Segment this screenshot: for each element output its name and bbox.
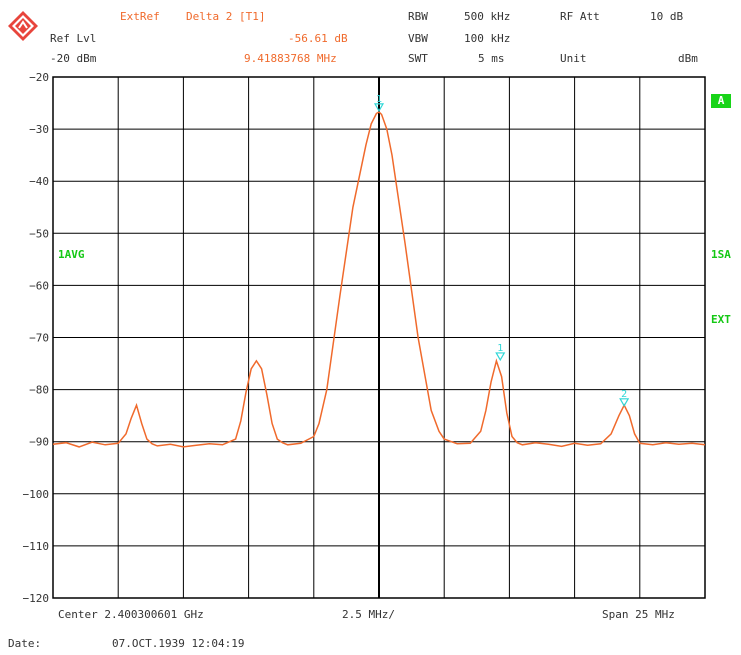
marker-title: Delta 2 [T1]: [186, 10, 266, 23]
ref-level-label: Ref Lvl: [50, 32, 97, 45]
ref-level-value: -20 dBm: [50, 52, 97, 65]
y-tick-label: −40: [29, 175, 49, 188]
date-label: Date:: [8, 637, 42, 650]
marker-3-symbol: [619, 398, 630, 408]
y-tick-label: −120: [23, 592, 50, 605]
swt-value: 5 ms: [478, 52, 505, 65]
ext-indicator: EXT: [711, 313, 731, 326]
unit-label: Unit: [560, 52, 587, 65]
rbw-value: 500 kHz: [464, 10, 511, 23]
rf-att-label: RF Att: [560, 10, 600, 23]
marker-3-label: 2: [621, 389, 627, 400]
y-tick-label: −100: [23, 488, 50, 501]
y-tick-label: −30: [29, 123, 49, 136]
swt-label: SWT: [408, 52, 428, 65]
y-tick-label: −80: [29, 384, 49, 397]
y-tick-label: −70: [29, 332, 49, 345]
unit-value: dBm: [678, 52, 698, 65]
y-tick-label: −90: [29, 436, 49, 449]
rohde-schwarz-logo-icon: [8, 11, 38, 41]
trace-line: [52, 110, 706, 448]
marker-1-symbol: [373, 103, 385, 113]
trace-a-badge: A: [711, 94, 731, 108]
grid: [52, 76, 706, 599]
marker-2-symbol: [495, 352, 506, 362]
center-frequency: Center 2.400300601 GHz: [58, 608, 204, 621]
marker-2-label: 1: [497, 343, 503, 354]
y-tick-label: −110: [23, 540, 50, 553]
rbw-label: RBW: [408, 10, 428, 23]
rf-att-value: 10 dB: [650, 10, 684, 23]
vbw-label: VBW: [408, 32, 428, 45]
avg-indicator: 1AVG: [58, 248, 85, 261]
y-tick-label: −60: [29, 279, 49, 292]
marker-frequency-value: 9.41883768 MHz: [244, 52, 337, 65]
marker-1-label: 1: [376, 94, 382, 105]
y-tick-label: −20: [29, 71, 49, 84]
date-value: 07.OCT.1939 12:04:19: [112, 637, 245, 650]
marker-level-value: -56.61 dB: [288, 32, 348, 45]
sa-indicator: 1SA: [711, 248, 731, 261]
vbw-value: 100 kHz: [464, 32, 511, 45]
division-width: 2.5 MHz/: [342, 608, 395, 621]
ext-ref-label: ExtRef: [120, 10, 160, 23]
markers: 1 1 2: [373, 94, 630, 408]
span-value: Span 25 MHz: [602, 608, 675, 621]
y-tick-label: −50: [29, 227, 49, 240]
y-tick-labels: −20 −30 −40 −50 −60 −70 −80 −90 −100 −110 −120: [23, 71, 50, 605]
